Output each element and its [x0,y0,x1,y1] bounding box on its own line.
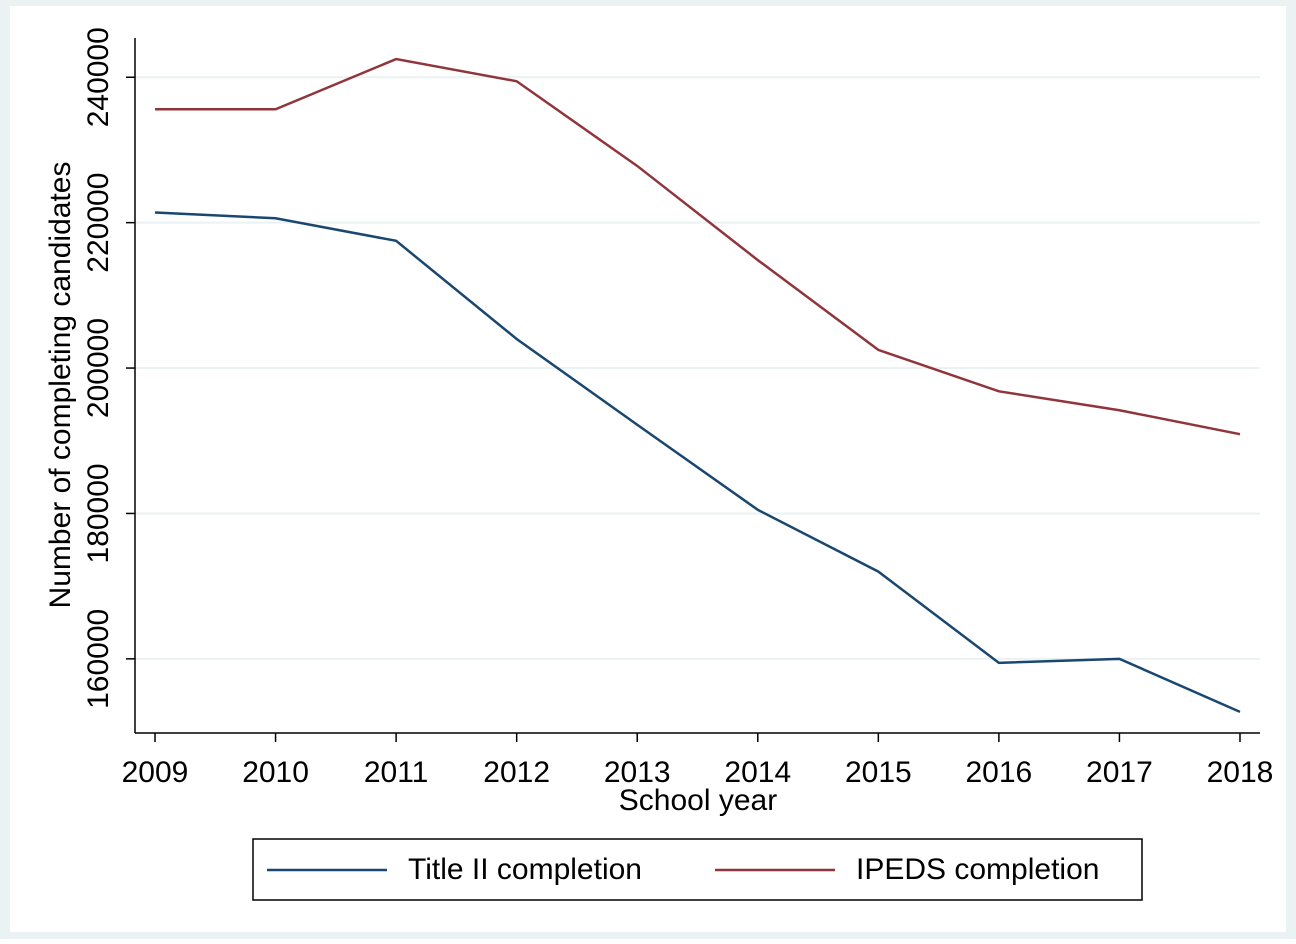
legend: Title II completion IPEDS completion [267,853,1099,886]
x-tick-label: 2013 [604,756,671,789]
x-tick-label: 2010 [242,756,309,789]
x-tick-label: 2014 [724,756,791,789]
legend-label: Title II completion [408,853,642,886]
x-tick-label: 2017 [1086,756,1153,789]
y-tick-label: 180000 [82,463,115,563]
x-tick-label: 2018 [1207,756,1274,789]
x-tick-label: 2009 [122,756,189,789]
legend-label: IPEDS completion [856,853,1099,886]
legend-box [252,838,1143,901]
lines [154,57,1241,714]
y-tick-label: 240000 [82,27,115,127]
series-line [154,211,1241,714]
y-tick-label: 160000 [82,609,115,709]
background [10,6,1286,932]
x-tick-label: 2015 [845,756,912,789]
x-tick-label: 2011 [364,756,429,789]
y-axis-title: Number of completing candidates [44,162,77,609]
grid [135,76,1260,660]
axes: 160000 180000 200000 220000 240000 2009 2010 20… [82,27,1273,789]
y-tick-label: 220000 [82,173,115,273]
x-tick-label: 2012 [483,756,550,789]
x-tick-label: 2016 [966,756,1033,789]
y-tick-label: 200000 [82,318,115,418]
x-axis-title: School year [619,784,777,817]
series-line [155,57,1241,436]
